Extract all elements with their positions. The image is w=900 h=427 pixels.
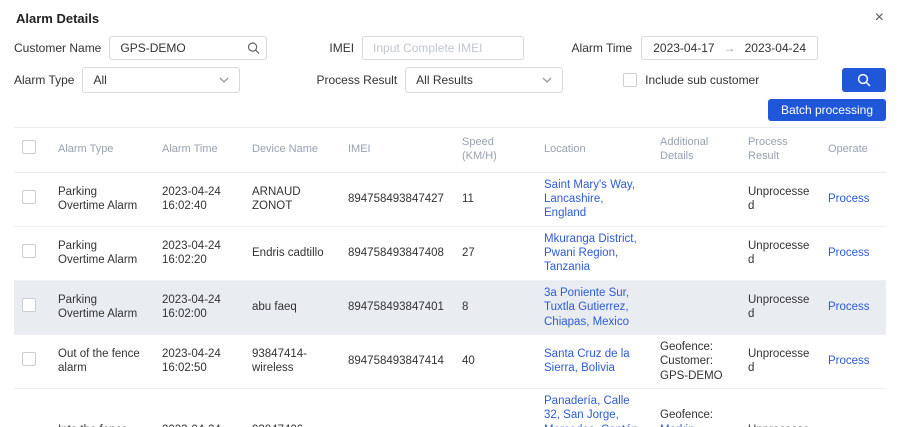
filter-row-1: Customer Name IMEI Alarm Time 2023-04-17… [0,36,900,60]
date-range-arrow-icon: → [723,41,736,55]
search-icon[interactable] [247,42,260,55]
imei-label: IMEI [329,41,355,55]
alarm-time-group: Alarm Time 2023-04-17 → 2023-04-24 [572,36,818,60]
search-button[interactable] [842,68,886,92]
select-all-checkbox[interactable] [22,140,36,155]
batch-processing-button[interactable]: Batch processing [767,99,886,121]
alarm-type-label: Alarm Type [14,73,75,87]
alarm-time-end[interactable]: 2023-04-24 [744,41,806,55]
table-row: Parking Overtime Alarm 2023-04-24 16:02:… [14,226,886,281]
filter-row-2: Alarm Type All Process Result All Result… [0,67,900,93]
col-operate: Operate [820,127,886,173]
process-result-select[interactable]: All Results [405,67,564,93]
row-checkbox[interactable] [22,244,36,258]
alarm-time-cell: 2023-04-24 16:01:17 [154,388,244,427]
speed-cell: 8 [454,280,536,335]
alarm-time-range-picker[interactable]: 2023-04-17 → 2023-04-24 [641,36,818,60]
process-result-value: All Results [416,73,473,87]
chevron-down-icon [542,77,552,83]
process-result-cell: Unprocessed [740,226,820,281]
process-action-link[interactable]: Process [828,247,870,259]
include-sub-customer-checkbox[interactable]: Include sub customer [623,73,759,87]
customer-name-label: Customer Name [14,41,102,55]
process-action-link[interactable]: Process [828,355,870,368]
imei-cell: 894758493847408 [340,226,454,281]
additional-details-cell: Geofence:MarkinCustomer: GPS-DEMO [652,388,740,427]
col-imei: IMEI [340,127,454,173]
include-sub-customer-label: Include sub customer [645,73,760,87]
checkbox-box[interactable] [623,73,638,87]
location-link[interactable]: Panadería, Calle 32, San Jorge, Mercedes… [544,395,638,427]
process-result-cell: Unprocessed [740,388,820,427]
location-link[interactable]: Saint Mary's Way, Lancashire, England [544,178,636,220]
device-name-cell: 93847426-wired [244,388,340,427]
process-action-link[interactable]: Process [828,301,870,314]
speed-cell: 11 [454,172,536,227]
alarm-type-value: All [93,73,107,87]
alarm-time-cell: 2023-04-24 16:02:50 [154,334,244,390]
imei-cell: 894758493847427 [340,172,454,227]
row-checkbox[interactable] [22,352,36,367]
col-speed: Speed (KM/H) [454,127,536,173]
col-alarm-type: Alarm Type [50,127,154,173]
alarm-time-cell: 2023-04-24 16:02:20 [154,226,244,281]
search-icon [857,73,871,87]
dialog-header: Alarm Details × [0,0,900,32]
imei-input[interactable] [362,36,525,60]
page-title: Alarm Details [16,10,100,26]
customer-name-field [109,36,268,60]
additional-details-cell [652,226,740,281]
additional-details-cell [652,172,740,227]
device-name-cell: Endris cadtillo [244,226,340,281]
alarm-time-cell: 2023-04-24 16:02:00 [154,280,244,335]
col-additional-details: Additional Details [652,127,740,173]
table-row: Into the fence alarm 2023-04-24 16:01:17… [14,388,886,427]
alarm-time-start[interactable]: 2023-04-17 [653,41,715,55]
imei-cell: 894758493847414 [340,334,454,390]
imei-cell: 894758493847426 [340,388,454,427]
col-alarm-time: Alarm Time [154,127,244,173]
speed-cell: 16 [454,388,536,427]
process-result-label: Process Result [316,73,398,87]
col-process-result: Process Result [740,127,820,173]
chevron-down-icon [219,77,229,83]
close-icon[interactable]: × [874,9,884,26]
additional-details-cell: Geofence: Customer: GPS-DEMO [652,334,740,390]
location-link[interactable]: Mkuranga District, Pwani Region, Tanzani… [544,232,637,274]
device-name-cell: 93847414-wireless [244,334,340,390]
alarm-time-label: Alarm Time [571,41,633,55]
customer-name-input[interactable] [109,36,268,60]
speed-cell: 27 [454,226,536,281]
batch-row: Batch processing [0,99,900,121]
location-link[interactable]: Santa Cruz de la Sierra, Bolivia [544,348,630,375]
location-link[interactable]: 3a Poniente Sur, Tuxtla Gutierrez, Chiap… [544,286,630,328]
alarm-type-cell: Out of the fence alarm [50,334,154,390]
process-result-cell: Unprocessed [740,334,820,390]
device-name-cell: abu faeq [244,280,340,335]
additional-details-cell [652,280,740,335]
geofence-link[interactable]: Markin [660,424,695,427]
process-action-link[interactable]: Process [828,192,870,205]
alarm-time-cell: 2023-04-24 16:02:40 [154,172,244,227]
row-checkbox[interactable] [22,298,36,313]
process-result-cell: Unprocessed [740,172,820,227]
row-checkbox[interactable] [22,189,36,204]
alarm-type-select[interactable]: All [82,67,241,93]
alarm-type-cell: Into the fence alarm [50,388,154,427]
imei-cell: 894758493847401 [340,280,454,335]
speed-cell: 40 [454,334,536,390]
process-result-cell: Unprocessed [740,280,820,335]
col-location: Location [536,127,652,173]
alarm-table: Alarm Type Alarm Time Device Name IMEI S… [14,127,886,427]
col-device-name: Device Name [244,127,340,173]
table-row: Parking Overtime Alarm 2023-04-24 16:02:… [14,172,886,227]
alarm-type-cell: Parking Overtime Alarm [50,280,154,335]
table-row: Out of the fence alarm 2023-04-24 16:02:… [14,334,886,390]
alarm-type-cell: Parking Overtime Alarm [50,172,154,227]
device-name-cell: ARNAUD ZONOT [244,172,340,227]
table-row: Parking Overtime Alarm 2023-04-24 16:02:… [14,280,886,335]
table-header-row: Alarm Type Alarm Time Device Name IMEI S… [14,127,886,173]
alarm-type-cell: Parking Overtime Alarm [50,226,154,281]
